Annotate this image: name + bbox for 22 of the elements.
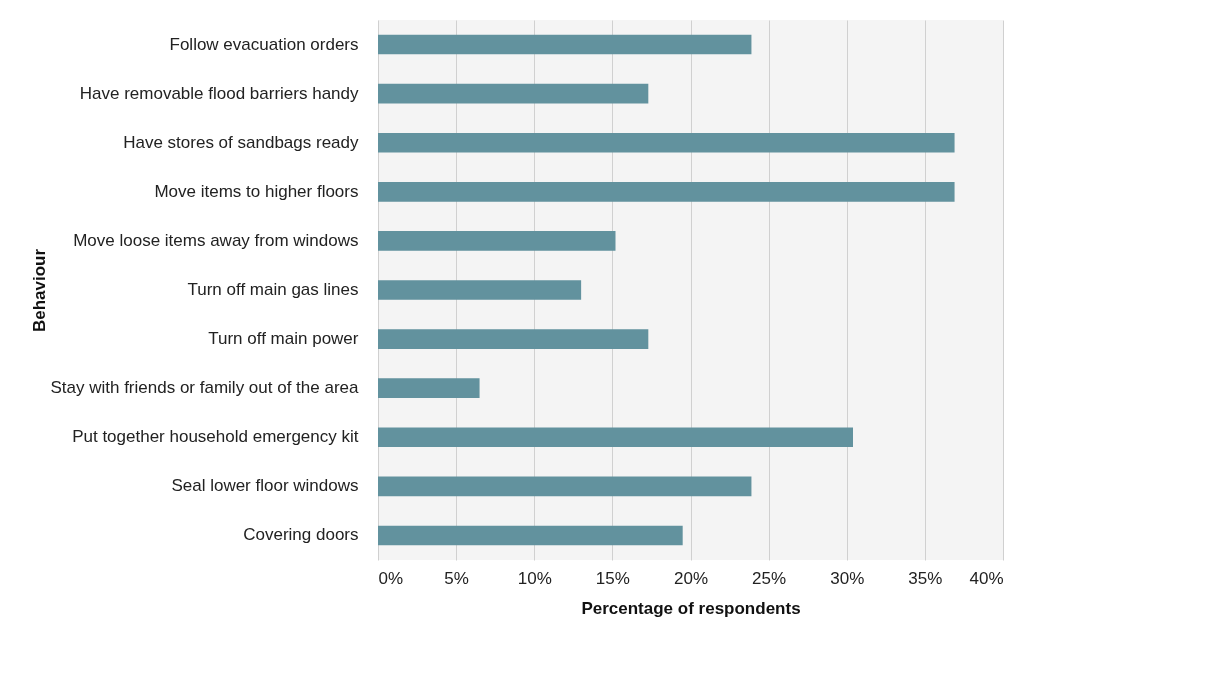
x-tick-label: 5% — [444, 568, 469, 588]
y-tick-label: Stay with friends or family out of the area — [50, 378, 360, 398]
x-tick-label: 15% — [595, 568, 630, 588]
y-tick-label: Turn off main gas lines — [187, 280, 359, 299]
y-axis-title: Behaviour — [29, 248, 49, 333]
x-tick-label: 40% — [969, 568, 1004, 588]
x-tick-label: 10% — [517, 568, 552, 588]
x-tick-label: 30% — [830, 568, 865, 588]
y-tick-label: Move loose items away from windows — [73, 230, 359, 250]
x-tick-label: 0% — [378, 568, 404, 588]
y-tick-label: Have stores of sandbags ready — [123, 132, 359, 152]
y-tick-label: Move items to higher floors — [154, 181, 359, 201]
y-tick-label: Follow evacuation orders — [169, 34, 359, 54]
y-tick-label: Covering doors — [243, 525, 359, 545]
x-axis-title: Percentage of respondents — [581, 598, 801, 618]
x-tick-label: 20% — [673, 568, 709, 588]
y-tick-label: Seal lower floor windows — [171, 476, 359, 496]
x-tick-label: 35% — [908, 568, 943, 588]
y-tick-label: Have removable flood barriers handy — [79, 83, 359, 103]
y-tick-label: Turn off main power — [208, 329, 359, 349]
x-tick-label: 25% — [752, 568, 787, 588]
y-tick-label: Put together household emergency kit — [72, 427, 359, 447]
